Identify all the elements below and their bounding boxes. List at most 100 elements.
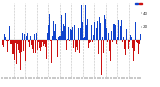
Bar [35,40,36,53]
Bar [139,23,140,40]
Bar [113,24,114,40]
Bar [5,37,6,40]
Bar [126,29,127,40]
Bar [2,40,3,45]
Bar [27,33,28,40]
Bar [7,40,8,67]
Bar [76,40,77,47]
Bar [135,22,136,40]
Bar [82,22,83,40]
Bar [68,27,69,40]
Bar [103,40,104,53]
Bar [136,40,137,42]
Bar [26,36,27,40]
Bar [81,5,82,40]
Bar [80,28,81,40]
Bar [131,40,132,52]
Bar [125,40,126,55]
Bar [38,40,39,42]
Legend: , : , [135,1,142,6]
Bar [41,40,42,47]
Bar [94,22,95,40]
Bar [109,40,110,51]
Bar [90,40,91,42]
Bar [48,25,49,40]
Bar [114,24,115,40]
Bar [111,31,112,40]
Bar [120,26,121,40]
Bar [36,33,37,40]
Bar [112,40,113,42]
Bar [91,25,92,40]
Bar [97,21,98,40]
Bar [117,37,118,40]
Bar [61,33,62,40]
Bar [133,40,134,61]
Bar [87,19,88,40]
Bar [85,5,86,40]
Bar [102,37,103,40]
Bar [28,40,29,42]
Bar [134,40,135,51]
Bar [22,33,23,40]
Bar [138,40,139,54]
Bar [9,25,10,40]
Bar [44,40,45,44]
Bar [118,20,119,40]
Bar [128,40,129,49]
Bar [14,40,15,60]
Bar [17,40,18,44]
Bar [21,40,22,52]
Bar [11,40,12,44]
Bar [122,40,123,42]
Bar [59,36,60,40]
Bar [83,38,84,40]
Bar [67,39,68,40]
Bar [15,40,16,62]
Bar [58,37,59,40]
Bar [16,40,17,64]
Bar [51,40,52,63]
Bar [89,40,90,43]
Bar [56,38,57,40]
Bar [50,40,51,41]
Bar [69,40,70,41]
Bar [70,29,71,40]
Bar [93,35,94,40]
Bar [19,40,20,53]
Bar [42,20,43,40]
Bar [31,40,32,50]
Bar [88,40,89,43]
Bar [45,40,46,47]
Bar [39,40,40,45]
Bar [106,28,107,40]
Bar [37,40,38,50]
Bar [64,33,65,40]
Bar [6,40,7,41]
Bar [86,25,87,40]
Bar [13,40,14,54]
Bar [33,40,34,53]
Bar [47,33,48,40]
Bar [63,24,64,40]
Bar [3,40,4,47]
Bar [4,34,5,40]
Bar [98,40,99,54]
Bar [110,40,111,61]
Bar [107,40,108,42]
Bar [130,35,131,40]
Bar [137,40,138,43]
Bar [99,17,100,40]
Bar [105,19,106,40]
Bar [121,20,122,40]
Bar [84,37,85,40]
Bar [43,40,44,46]
Bar [60,36,61,40]
Bar [78,28,79,40]
Bar [73,40,74,48]
Bar [10,40,11,44]
Bar [115,25,116,40]
Bar [66,40,67,50]
Bar [34,40,35,53]
Bar [54,31,55,40]
